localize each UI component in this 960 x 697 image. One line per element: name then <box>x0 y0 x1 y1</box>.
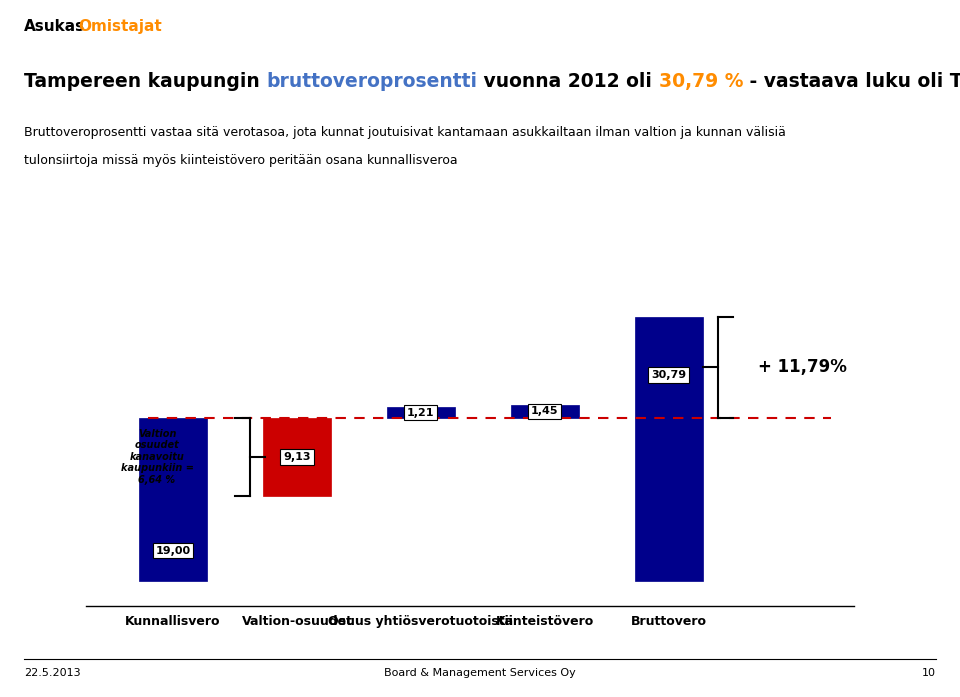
Text: Tampereen kaupungin: Tampereen kaupungin <box>24 72 266 91</box>
Text: Valtion
osuudet
kanavoitu
kaupunkiin =
6,64 %: Valtion osuudet kanavoitu kaupunkiin = 6… <box>121 429 194 485</box>
Text: 30,79 %: 30,79 % <box>659 72 743 91</box>
Text: 10: 10 <box>922 668 936 678</box>
Text: Omistajat: Omistajat <box>79 20 162 34</box>
Bar <box>387 407 455 418</box>
Bar <box>511 405 579 418</box>
Bar <box>139 418 207 581</box>
Text: 30,79: 30,79 <box>651 370 686 380</box>
Text: bruttoveroprosentti: bruttoveroprosentti <box>266 72 477 91</box>
Bar <box>635 316 703 581</box>
Bar <box>263 418 331 496</box>
Text: 1,21: 1,21 <box>407 408 435 418</box>
Text: 9,13: 9,13 <box>283 452 311 462</box>
Text: 19,00: 19,00 <box>156 546 191 556</box>
Text: + 11,79%: + 11,79% <box>757 358 847 376</box>
Text: vuonna 2012 oli: vuonna 2012 oli <box>477 72 659 91</box>
Text: Bruttoveroprosentti vastaa sitä verotasoa, jota kunnat joutuisivat kantamaan asu: Bruttoveroprosentti vastaa sitä verotaso… <box>24 126 786 139</box>
Text: 22.5.2013: 22.5.2013 <box>24 668 81 678</box>
Text: Asukas: Asukas <box>24 20 85 34</box>
Text: Board & Management Services Oy: Board & Management Services Oy <box>384 668 576 678</box>
Text: tulonsiirtoja missä myös kiinteistövero peritään osana kunnallisveroa: tulonsiirtoja missä myös kiinteistövero … <box>24 154 458 167</box>
Text: 1,45: 1,45 <box>531 406 559 417</box>
Text: - vastaava luku oli Turussa 35,02 %: - vastaava luku oli Turussa 35,02 % <box>743 72 960 91</box>
